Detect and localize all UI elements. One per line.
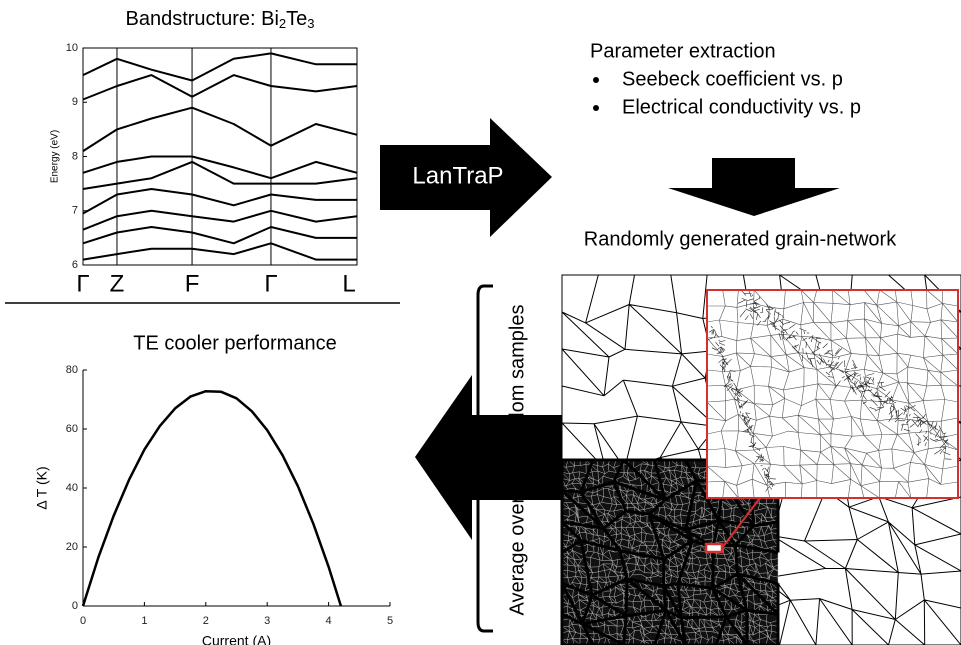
x-tick-label: F — [185, 270, 200, 297]
y-tick-label: 20 — [66, 541, 78, 553]
x-tick-label: 1 — [141, 615, 147, 627]
x-tick-label: 5 — [387, 615, 393, 627]
y-tick-label: 9 — [72, 96, 78, 108]
x-tick-label: 3 — [264, 615, 270, 627]
data-line — [83, 162, 357, 189]
x-tick-label: 4 — [326, 615, 332, 627]
chart-title: Bandstructure: Bi2Te3 — [125, 8, 314, 31]
data-line — [83, 227, 357, 243]
y-tick-label: 80 — [66, 364, 78, 376]
arrow-label: LanTraP — [412, 162, 503, 189]
bullet-text: Seebeck coefficient vs. p — [622, 68, 843, 90]
arrow-left — [415, 375, 565, 540]
bullet — [593, 105, 599, 111]
x-tick-label: Z — [110, 270, 125, 297]
y-tick-label: 6 — [72, 259, 78, 271]
y-tick-label: 10 — [66, 42, 78, 54]
y-tick-label: 40 — [66, 482, 78, 494]
y-tick-label: 0 — [72, 600, 78, 612]
y-tick-label: 8 — [72, 150, 78, 162]
average-label: Average over 100 random samples — [506, 305, 528, 616]
network-title: Randomly generated grain-network — [584, 228, 897, 250]
data-line — [83, 211, 357, 230]
data-line — [83, 108, 357, 151]
data-line — [83, 391, 341, 606]
y-tick-label: 7 — [72, 205, 78, 217]
plot-frame — [83, 48, 357, 265]
y-axis-label: Δ T (K) — [34, 466, 50, 509]
extraction-title: Parameter extraction — [590, 40, 776, 62]
bullet — [593, 77, 599, 83]
x-tick-label: Γ — [264, 270, 277, 297]
x-axis-label: Current (A) — [202, 633, 271, 645]
x-tick-label: L — [342, 270, 355, 297]
data-line — [83, 53, 357, 80]
data-line — [83, 189, 357, 214]
data-line — [83, 243, 357, 259]
chart-title: TE cooler performance — [133, 332, 336, 354]
bullet-text: Electrical conductivity vs. p — [622, 96, 861, 118]
arrow-down — [668, 158, 840, 216]
x-tick-label: Γ — [76, 270, 89, 297]
figure: LanTraP Parameter extraction Seebeck coe… — [0, 0, 961, 645]
y-axis-label: Energy (eV) — [50, 130, 61, 183]
grain-network-image — [562, 275, 961, 645]
x-tick-label: 2 — [203, 615, 209, 627]
data-line — [83, 157, 357, 179]
zoom-marker — [706, 544, 722, 552]
data-line — [83, 75, 357, 99]
x-tick-label: 0 — [80, 615, 86, 627]
y-tick-label: 60 — [66, 423, 78, 435]
